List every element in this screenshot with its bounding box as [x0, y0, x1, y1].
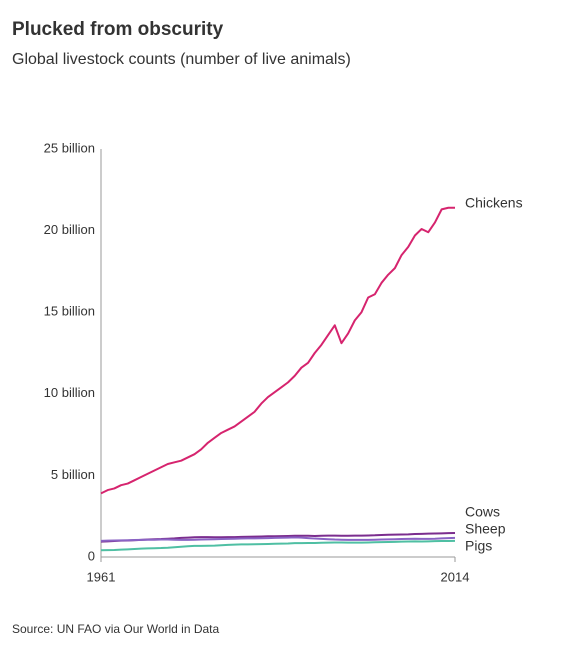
series-label: Cows: [465, 504, 500, 520]
source: Source: UN FAO via Our World in Data: [12, 622, 220, 636]
chart-subtitle: Global livestock counts (number of live …: [12, 51, 351, 68]
series-label: Chickens: [465, 194, 523, 210]
x-tick-label: 1961: [87, 569, 116, 584]
series-line: [100, 536, 456, 542]
y-tick-label: 10 billion: [44, 385, 95, 400]
y-tick-label: 0: [88, 548, 95, 563]
y-tick-label: 5 billion: [51, 467, 95, 482]
x-tick-label: 2014: [441, 569, 470, 584]
y-tick-label: 20 billion: [44, 222, 95, 237]
series-label: Sheep: [465, 521, 506, 537]
series-line: [100, 539, 456, 552]
series-line: [100, 206, 455, 495]
chart-title: Plucked from obscurity: [12, 19, 224, 40]
y-tick-label: 25 billion: [44, 140, 95, 155]
y-tick-label: 15 billion: [44, 304, 95, 319]
series-label: Pigs: [465, 538, 492, 554]
